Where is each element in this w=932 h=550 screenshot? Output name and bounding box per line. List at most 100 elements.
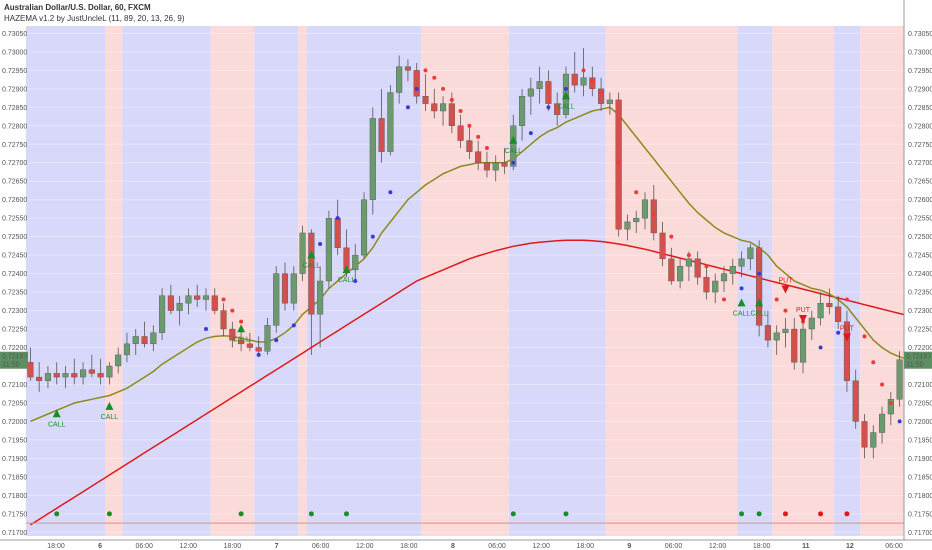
sar-dot: [686, 253, 691, 258]
candle: [501, 147, 508, 174]
left-tick-label: 0.72450: [2, 253, 27, 260]
candle: [106, 362, 113, 385]
left-tick-label: 0.72700: [2, 160, 27, 167]
candle: [273, 266, 280, 333]
candle-body: [325, 217, 332, 282]
candle: [712, 273, 719, 304]
time-tick-label: 12:00: [709, 543, 727, 550]
bottom-signal-dot: [782, 511, 788, 517]
time-tick-label: 06:00: [312, 543, 330, 550]
candle-body: [378, 118, 385, 152]
time-axis[interactable]: 18:00 6 06:00 12:00 18:00 7 06:00 12:00 18:00 8 06…: [0, 539, 932, 550]
time-tick-label: 06:00: [885, 543, 903, 550]
candle: [352, 244, 359, 281]
candle: [439, 96, 447, 126]
candle-body: [808, 317, 815, 330]
left-tick-label: 0.72750: [2, 142, 27, 149]
candle-body: [167, 295, 174, 311]
right-tick-label: 0.72250: [908, 327, 932, 334]
left-price-tag-value: 0.72167: [2, 354, 27, 361]
time-tick-label: 06:00: [135, 543, 153, 550]
sar-dot: [528, 131, 533, 136]
chart-symbol-title: Australian Dollar/U.S. Dollar, 60, FXCM: [4, 3, 151, 12]
candle-body: [439, 103, 447, 112]
candle-body: [870, 432, 877, 448]
right-price-axis[interactable]: 0.73050 0.73000 0.72950 0.72900 0.72850 0.728…: [903, 0, 932, 540]
candle: [808, 310, 815, 341]
candle-body: [255, 347, 262, 352]
candle-body: [799, 328, 807, 363]
trend-band-bull: [833, 26, 861, 536]
candle: [264, 317, 271, 355]
candle: [141, 321, 148, 348]
right-tick-label: 0.73000: [908, 49, 932, 56]
call-label: CALL: [338, 277, 356, 284]
bottom-signal-dot: [510, 511, 516, 517]
candle: [115, 347, 122, 374]
candle-body: [369, 118, 376, 200]
candle: [132, 329, 139, 355]
candle: [176, 295, 183, 326]
candle-body: [598, 88, 605, 104]
candle: [413, 62, 420, 104]
candle-body: [887, 399, 894, 415]
sar-dot: [230, 308, 235, 313]
sar-dot: [774, 297, 779, 302]
candle: [492, 155, 499, 182]
bottom-signal-dot: [818, 511, 824, 517]
time-tick-label: 12:00: [532, 543, 550, 550]
candle-body: [211, 295, 218, 311]
candle: [519, 88, 526, 141]
trend-band-bull: [122, 26, 211, 536]
candle-body: [229, 328, 236, 341]
right-axis-bg: [904, 0, 932, 540]
candle: [431, 88, 438, 119]
candle-body: [633, 217, 640, 223]
sar-dot: [722, 297, 727, 302]
call-arrow-icon: [737, 298, 746, 307]
candle-body: [299, 232, 306, 274]
candle: [466, 125, 473, 160]
left-tick-label: 0.73000: [2, 49, 27, 56]
candle: [229, 321, 236, 348]
candle: [852, 369, 859, 429]
candle-body: [843, 321, 850, 381]
left-price-axis[interactable]: 0.73050 0.73000 0.72950 0.72900 0.72850 0.728…: [0, 0, 27, 540]
left-axis-bg: [0, 0, 26, 540]
candle: [843, 310, 850, 392]
candle-body: [159, 295, 166, 333]
candle-body: [457, 125, 464, 141]
candle: [246, 332, 253, 352]
candle: [668, 247, 675, 285]
call-label: CALL: [505, 148, 523, 155]
candle: [703, 266, 710, 300]
candle: [220, 303, 227, 337]
bottom-signal-dot: [238, 511, 244, 517]
candle-body: [817, 302, 824, 319]
candle-body: [475, 151, 482, 163]
candle-body: [826, 302, 833, 308]
bottom-signal-dot: [54, 511, 60, 517]
candle-body: [360, 199, 368, 256]
left-tick-label: 0.71900: [2, 456, 27, 463]
candle-body: [685, 258, 692, 267]
candle-body: [44, 373, 52, 381]
time-tick-label: 11: [802, 543, 810, 550]
time-tick-label: 7: [275, 543, 279, 550]
candle-body: [738, 258, 745, 267]
sar-dot: [757, 271, 762, 276]
bottom-signal-dot: [563, 511, 569, 517]
candle-body: [703, 277, 710, 293]
candle: [290, 266, 297, 311]
candle-body: [387, 92, 394, 152]
candle: [53, 362, 60, 385]
candle: [211, 288, 218, 315]
left-tick-label: 0.72250: [2, 327, 27, 334]
sar-dot: [862, 334, 867, 339]
candle-body: [510, 125, 517, 167]
candle-body: [88, 369, 95, 374]
right-tick-label: 0.72000: [908, 419, 932, 426]
candle-body: [238, 339, 245, 345]
call-arrow-icon: [342, 265, 351, 274]
